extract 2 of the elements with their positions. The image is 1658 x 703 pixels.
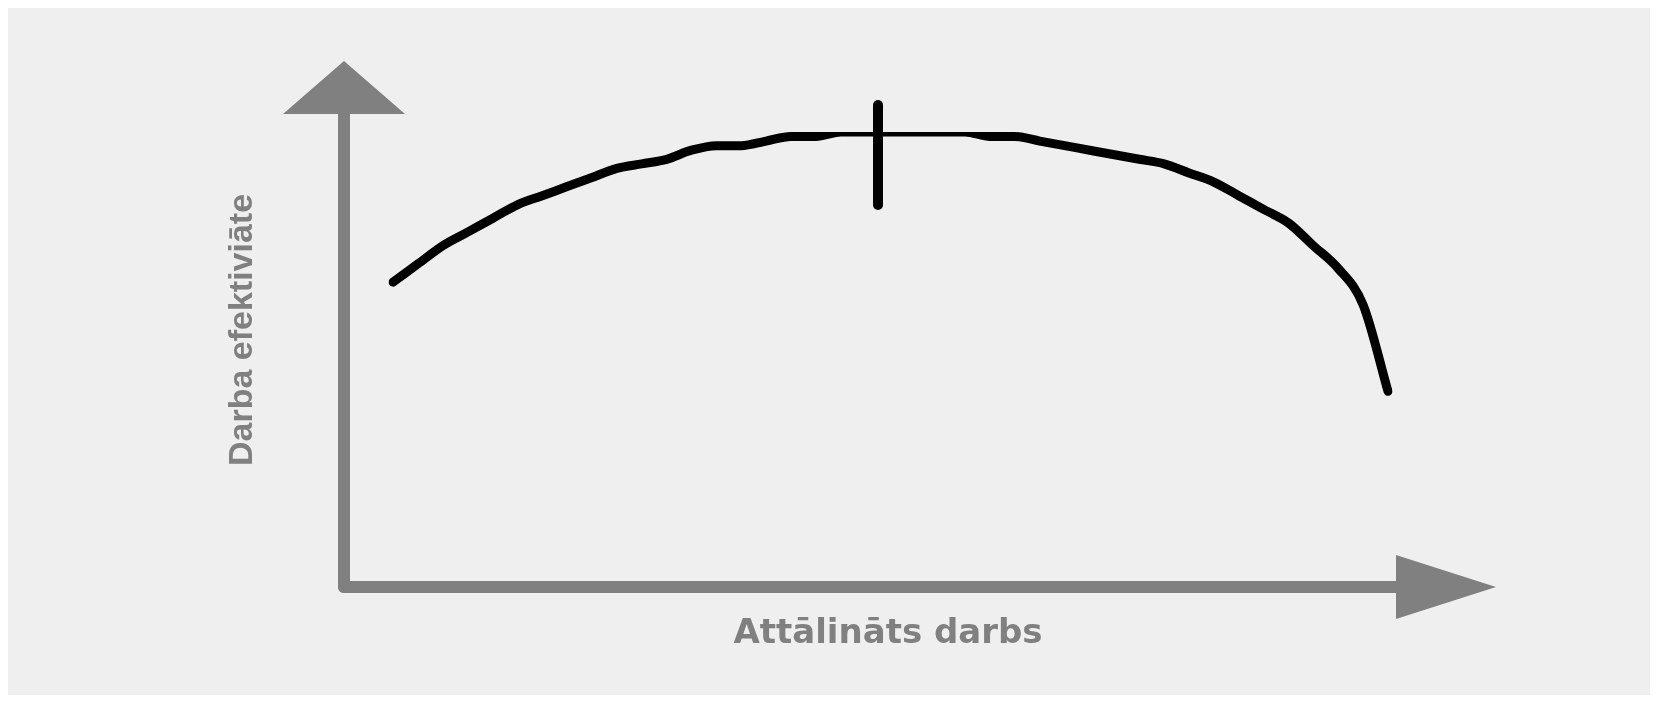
x-axis-title: Attālināts darbs [733,610,1043,651]
y-axis-title: Darba efektiviāte [221,193,260,467]
